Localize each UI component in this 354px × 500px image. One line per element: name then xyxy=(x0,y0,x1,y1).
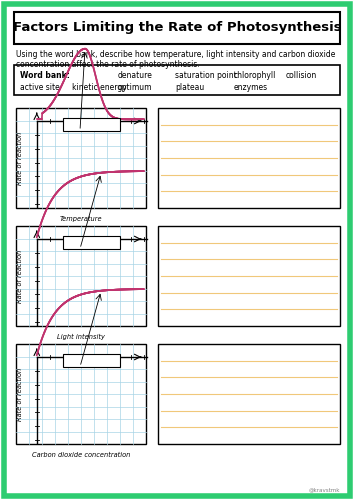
Bar xyxy=(16,108,146,208)
Text: collision: collision xyxy=(286,70,317,80)
Text: denature: denature xyxy=(118,70,153,80)
Bar xyxy=(16,226,146,326)
Text: Factors Limiting the Rate of Photosynthesis: Factors Limiting the Rate of Photosynthe… xyxy=(13,22,341,35)
Text: Rate of reaction: Rate of reaction xyxy=(17,250,23,302)
Bar xyxy=(158,344,340,444)
Text: optimum: optimum xyxy=(118,84,153,92)
Text: Rate of reaction: Rate of reaction xyxy=(17,368,23,420)
Text: Light intensity: Light intensity xyxy=(57,334,105,340)
Bar xyxy=(63,354,120,367)
Text: Carbon dioxide concentration: Carbon dioxide concentration xyxy=(32,452,130,458)
Bar xyxy=(63,236,120,249)
Text: saturation point: saturation point xyxy=(175,70,237,80)
Bar xyxy=(14,12,340,44)
Text: enzymes: enzymes xyxy=(234,84,268,92)
Text: Word bank:: Word bank: xyxy=(20,70,70,80)
Text: active site: active site xyxy=(20,84,60,92)
Text: Using the word bank, describe how temperature, light intensity and carbon dioxid: Using the word bank, describe how temper… xyxy=(16,50,335,70)
Text: Temperature: Temperature xyxy=(60,216,102,222)
Text: kinetic energy: kinetic energy xyxy=(72,84,127,92)
Text: chlorophyll: chlorophyll xyxy=(234,70,276,80)
Bar xyxy=(63,118,120,131)
Bar xyxy=(16,344,146,444)
Text: plateau: plateau xyxy=(175,84,204,92)
Text: Rate of reaction: Rate of reaction xyxy=(17,132,23,184)
Bar xyxy=(14,65,340,95)
Text: @kravstmk: @kravstmk xyxy=(308,487,340,492)
Bar xyxy=(158,226,340,326)
Bar xyxy=(158,108,340,208)
